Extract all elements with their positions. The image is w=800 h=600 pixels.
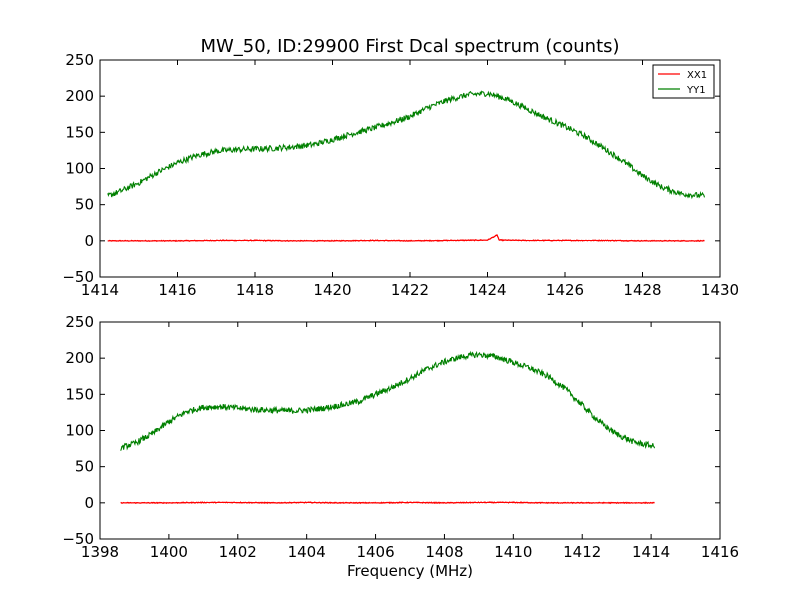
legend-label-xx1: XX1 [687,70,707,81]
y-tick-label: 50 [75,458,94,476]
chart-title: MW_50, ID:29900 First Dcal spectrum (cou… [200,36,619,57]
legend-label-yy1: YY1 [686,85,706,96]
x-tick-label: 1400 [150,543,188,561]
x-tick-label: 1426 [546,281,584,299]
y-tick-label: 0 [84,494,94,512]
x-tick-label: 1414 [632,543,670,561]
y-tick-label: 150 [65,385,94,403]
x-tick-label: 1428 [623,281,661,299]
x-tick-label: 1410 [494,543,532,561]
x-axis-label: Frequency (MHz) [347,562,473,580]
y-tick-label: 150 [65,123,94,141]
x-tick-label: 1408 [425,543,463,561]
series-line-yy1 [107,90,706,200]
x-tick-label: 1420 [313,281,351,299]
y-tick-label: 50 [75,196,94,214]
x-tick-label: 1416 [701,543,739,561]
y-tick-label: 100 [65,422,94,440]
y-tick-label: 250 [65,51,94,69]
x-tick-label: 1422 [391,281,429,299]
y-tick-label: −50 [62,530,94,548]
x-tick-label: 1412 [563,543,601,561]
y-tick-label: 250 [65,313,94,331]
x-tick-label: 1398 [81,543,119,561]
x-tick-label: 1404 [288,543,326,561]
legend-box [652,64,715,99]
y-tick-label: 0 [84,232,94,250]
top-spectrum-plot: 1414 1416 1418 1420 1422 1424 1426 1428 1430 −50 0… [62,51,739,299]
y-tick-label: −50 [62,268,94,286]
x-tick-label: 1402 [219,543,257,561]
series-line-p1-s1 [120,350,656,451]
y-tick-label: 200 [65,349,94,367]
x-tick-label: 1430 [701,281,739,299]
y-tick-label: 100 [65,160,94,178]
x-tick-label: 1418 [236,281,274,299]
x-tick-label: 1414 [81,281,119,299]
y-tick-label: 200 [65,87,94,105]
x-tick-label: 1406 [356,543,394,561]
x-tick-label: 1416 [158,281,196,299]
x-tick-label: 1424 [468,281,506,299]
bottom-spectrum-plot: 1398 1400 1402 1404 1406 1408 1410 1412 1414 1416… [62,313,739,580]
series-anchor-line-p0-s0 [107,234,705,242]
